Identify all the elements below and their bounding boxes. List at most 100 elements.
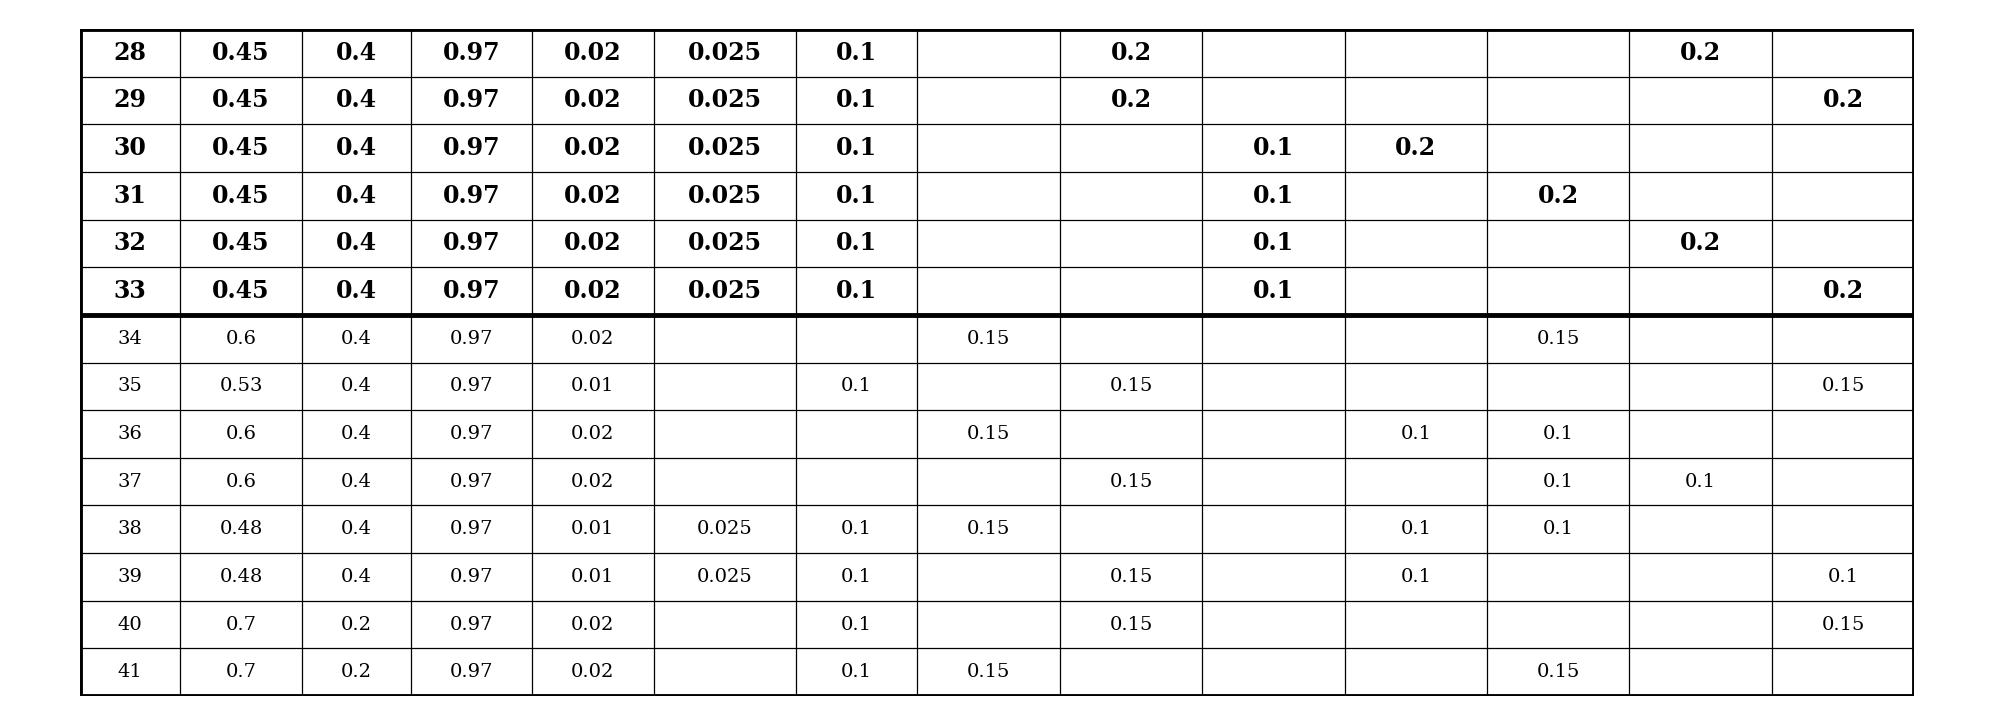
Text: 28: 28 [114, 41, 146, 65]
Text: 0.025: 0.025 [688, 88, 762, 112]
Text: 0.025: 0.025 [688, 231, 762, 255]
Text: 0.4: 0.4 [335, 88, 377, 112]
Text: 35: 35 [118, 377, 142, 395]
Text: 0.1: 0.1 [835, 41, 877, 65]
Text: 0.15: 0.15 [1537, 663, 1579, 681]
Text: 0.97: 0.97 [443, 183, 500, 208]
Text: 0.4: 0.4 [335, 279, 377, 303]
Text: 0.1: 0.1 [1543, 473, 1573, 491]
Text: 0.1: 0.1 [841, 663, 871, 681]
Text: 0.6: 0.6 [225, 473, 257, 491]
Text: 30: 30 [114, 136, 146, 160]
Text: 0.025: 0.025 [696, 568, 752, 586]
Text: 0.2: 0.2 [1396, 136, 1436, 160]
Text: 0.1: 0.1 [841, 377, 871, 395]
Text: 0.02: 0.02 [570, 663, 614, 681]
Text: 0.45: 0.45 [211, 136, 269, 160]
Text: 0.1: 0.1 [835, 88, 877, 112]
Text: 0.97: 0.97 [443, 88, 500, 112]
Text: 0.02: 0.02 [570, 473, 614, 491]
Text: 0.01: 0.01 [570, 521, 614, 538]
Text: 0.1: 0.1 [1685, 473, 1717, 491]
Text: 0.45: 0.45 [211, 183, 269, 208]
Text: 0.45: 0.45 [211, 279, 269, 303]
Text: 0.2: 0.2 [1111, 41, 1153, 65]
Text: 0.1: 0.1 [1400, 568, 1432, 586]
Text: 0.02: 0.02 [564, 279, 622, 303]
Text: 0.1: 0.1 [835, 231, 877, 255]
Text: 0.15: 0.15 [967, 663, 1011, 681]
Text: 0.1: 0.1 [841, 616, 871, 634]
Text: 0.1: 0.1 [1252, 183, 1294, 208]
Text: 0.45: 0.45 [211, 88, 269, 112]
Text: 0.97: 0.97 [449, 663, 493, 681]
Text: 0.97: 0.97 [443, 279, 500, 303]
Text: 0.15: 0.15 [967, 330, 1011, 348]
Text: 0.15: 0.15 [1109, 473, 1153, 491]
Text: 0.4: 0.4 [335, 41, 377, 65]
Text: 0.4: 0.4 [341, 377, 371, 395]
Text: 0.025: 0.025 [688, 136, 762, 160]
Text: 0.02: 0.02 [570, 330, 614, 348]
Text: 0.97: 0.97 [443, 41, 500, 65]
Text: 0.1: 0.1 [1252, 279, 1294, 303]
Text: 0.4: 0.4 [341, 473, 371, 491]
Text: 0.01: 0.01 [570, 377, 614, 395]
Text: 0.02: 0.02 [570, 616, 614, 634]
Text: 0.15: 0.15 [967, 521, 1011, 538]
Text: 0.97: 0.97 [449, 568, 493, 586]
Text: 0.15: 0.15 [1109, 568, 1153, 586]
Text: 0.15: 0.15 [1821, 377, 1864, 395]
Text: 0.1: 0.1 [841, 521, 871, 538]
Text: 38: 38 [118, 521, 142, 538]
Text: 0.1: 0.1 [1543, 425, 1573, 443]
Text: 0.48: 0.48 [219, 521, 263, 538]
Text: 0.97: 0.97 [449, 616, 493, 634]
Text: 41: 41 [118, 663, 142, 681]
Text: 0.1: 0.1 [1252, 136, 1294, 160]
Text: 36: 36 [118, 425, 142, 443]
Text: 0.02: 0.02 [564, 136, 622, 160]
Text: 0.2: 0.2 [1681, 41, 1721, 65]
Text: 0.7: 0.7 [225, 663, 257, 681]
Text: 0.53: 0.53 [219, 377, 263, 395]
Text: 0.97: 0.97 [449, 521, 493, 538]
Text: 32: 32 [114, 231, 146, 255]
Text: 0.15: 0.15 [1109, 377, 1153, 395]
Text: 39: 39 [118, 568, 142, 586]
Text: 0.1: 0.1 [1400, 521, 1432, 538]
Text: 0.2: 0.2 [1111, 88, 1153, 112]
Text: 0.02: 0.02 [564, 183, 622, 208]
Text: 0.02: 0.02 [570, 425, 614, 443]
Text: 0.15: 0.15 [967, 425, 1011, 443]
Text: 0.02: 0.02 [564, 88, 622, 112]
Text: 0.97: 0.97 [449, 425, 493, 443]
Text: 0.025: 0.025 [688, 41, 762, 65]
Text: 0.1: 0.1 [835, 183, 877, 208]
Text: 34: 34 [118, 330, 142, 348]
Text: 0.45: 0.45 [211, 231, 269, 255]
Text: 0.97: 0.97 [449, 330, 493, 348]
Text: 0.2: 0.2 [341, 663, 371, 681]
Text: 0.4: 0.4 [335, 136, 377, 160]
Text: 37: 37 [118, 473, 142, 491]
Text: 0.02: 0.02 [564, 231, 622, 255]
Text: 0.4: 0.4 [335, 231, 377, 255]
Text: 0.6: 0.6 [225, 425, 257, 443]
Text: 0.2: 0.2 [1823, 279, 1864, 303]
Text: 0.1: 0.1 [1400, 425, 1432, 443]
Text: 0.97: 0.97 [443, 231, 500, 255]
Text: 0.15: 0.15 [1821, 616, 1864, 634]
Text: 0.1: 0.1 [841, 568, 871, 586]
Text: 0.02: 0.02 [564, 41, 622, 65]
Text: 40: 40 [118, 616, 142, 634]
Text: 0.4: 0.4 [341, 521, 371, 538]
Text: 31: 31 [114, 183, 146, 208]
Text: 29: 29 [114, 88, 146, 112]
Text: 0.1: 0.1 [1828, 568, 1858, 586]
Text: 0.2: 0.2 [1537, 183, 1579, 208]
Text: 0.1: 0.1 [835, 279, 877, 303]
Text: 0.1: 0.1 [1543, 521, 1573, 538]
Text: 0.7: 0.7 [225, 616, 257, 634]
Text: 0.1: 0.1 [1252, 231, 1294, 255]
